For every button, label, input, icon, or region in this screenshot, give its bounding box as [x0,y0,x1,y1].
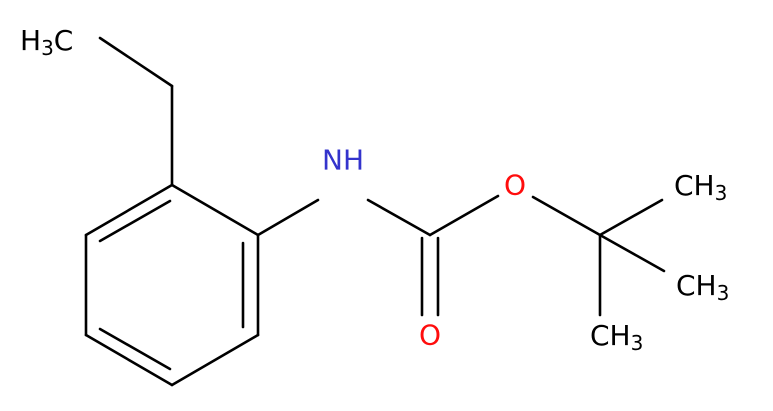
bond [428,194,500,237]
bond [84,183,174,237]
label-part: 3 [715,181,728,205]
label-part: CH [676,269,717,302]
atom-label: CH3 [590,319,643,356]
atom-label: O [504,169,526,202]
bond [531,195,602,237]
bond [256,198,320,237]
bond [366,198,432,237]
label-part: 3 [717,281,730,305]
bond [84,333,174,387]
atom-label: CH3 [676,269,729,306]
bond-inner [98,199,172,243]
bond [598,198,664,237]
atom-label: NH [322,144,364,177]
label-part: H [20,24,41,57]
bond [170,183,260,237]
bond-inner [98,327,172,371]
label-part: C [54,24,74,57]
label-part: 3 [631,331,644,355]
atom-label: O [419,319,441,352]
label-part: CH [590,319,631,352]
bonds [84,36,666,387]
bond [98,36,174,88]
atom-label: H3C [20,24,73,61]
label-part: CH [674,169,715,202]
bond [598,233,666,273]
atom-label: CH3 [674,169,727,206]
bond [170,333,260,387]
label-part: 3 [41,36,54,60]
